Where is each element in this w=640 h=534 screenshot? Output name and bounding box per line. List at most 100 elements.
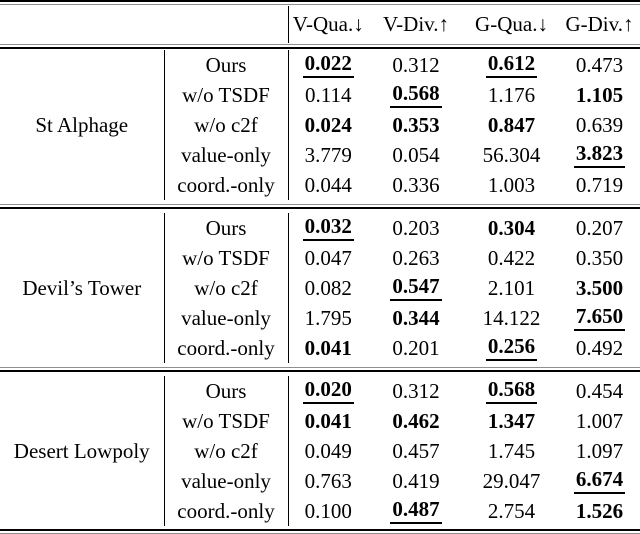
metric-number: 0.639 bbox=[575, 112, 624, 137]
method-text: Ours bbox=[205, 52, 247, 77]
method-text: coord.-only bbox=[177, 498, 275, 523]
horizontal-rule bbox=[0, 526, 640, 534]
method-text: Ours bbox=[205, 378, 247, 403]
metric-value: 14.122 bbox=[464, 303, 559, 333]
metric-value: 0.020 bbox=[288, 376, 368, 406]
method-text: coord.-only bbox=[177, 335, 275, 360]
table-row: St Alphage Ours 0.022 0.312 0.612 0.473 bbox=[0, 50, 640, 135]
method-text: w/o c2f bbox=[194, 275, 258, 300]
thin-rule-line bbox=[0, 204, 640, 205]
metric-number: 0.114 bbox=[305, 82, 352, 107]
method-text: value-only bbox=[181, 305, 271, 330]
metric-value: 0.492 bbox=[559, 333, 640, 363]
metric-value: 1.795 bbox=[288, 303, 368, 333]
metric-value: 0.847 bbox=[464, 110, 559, 140]
method-text: w/o TSDF bbox=[182, 408, 270, 433]
method-label: Ours bbox=[163, 376, 289, 406]
metric-number: 0.763 bbox=[304, 468, 352, 493]
metric-number: 0.473 bbox=[575, 52, 624, 77]
metric-value: 0.568 bbox=[368, 80, 464, 110]
thick-rule-line bbox=[0, 47, 640, 49]
metric-number: 3.823 bbox=[573, 142, 626, 168]
metric-number: 0.047 bbox=[304, 245, 352, 270]
metric-number: 0.462 bbox=[392, 408, 440, 433]
metric-value: 0.207 bbox=[559, 213, 640, 243]
metric-number: 0.568 bbox=[485, 378, 538, 404]
metric-value: 0.568 bbox=[464, 376, 559, 406]
table-row: w/o c2f 0.049 0.457 1.745 1.097 bbox=[0, 436, 640, 466]
rule-cell bbox=[0, 0, 640, 6]
metric-value: 0.041 bbox=[288, 406, 368, 436]
metric-value: 3.779 bbox=[288, 140, 368, 170]
metric-value: 0.312 bbox=[368, 376, 464, 406]
metric-value: 0.350 bbox=[559, 243, 640, 273]
metric-number: 0.847 bbox=[487, 112, 536, 137]
table-row: Desert Lowpoly Ours 0.020 0.312 0.568 0.454 bbox=[0, 376, 640, 461]
metric-value: 0.612 bbox=[464, 50, 559, 80]
corner-cell bbox=[0, 6, 288, 43]
metric-value: 0.041 bbox=[288, 333, 368, 363]
column-header: G-Div.↑ bbox=[565, 12, 634, 36]
metric-value: 0.473 bbox=[559, 50, 640, 80]
method-label: w/o c2f bbox=[163, 273, 289, 303]
metric-value: 1.097 bbox=[559, 436, 640, 466]
metric-value: 3.823 bbox=[559, 140, 640, 170]
metric-value: 0.304 bbox=[464, 213, 559, 243]
metric-number: 0.201 bbox=[392, 335, 440, 360]
metric-value: 0.454 bbox=[559, 376, 640, 406]
scene-label: Desert Lowpoly bbox=[13, 438, 150, 463]
metric-value: 29.047 bbox=[464, 466, 559, 496]
metric-number: 1.003 bbox=[487, 172, 536, 197]
table-row: value-only 1.795 0.344 14.122 7.650 bbox=[0, 303, 640, 333]
metric-value: 1.745 bbox=[464, 436, 559, 466]
method-label: w/o TSDF bbox=[163, 80, 289, 110]
table-row: w/o TSDF 0.114 0.568 1.176 1.105 bbox=[0, 80, 640, 110]
table-row: coord.-only 0.041 0.201 0.256 0.492 bbox=[0, 333, 640, 363]
metric-number: 29.047 bbox=[482, 468, 541, 493]
metric-number: 1.745 bbox=[487, 438, 536, 463]
method-text: coord.-only bbox=[177, 172, 275, 197]
rule-cell bbox=[0, 526, 640, 534]
thin-rule-line bbox=[0, 4, 640, 5]
metric-number: 0.344 bbox=[392, 305, 440, 330]
metric-value: 1.007 bbox=[559, 406, 640, 436]
metric-number: 1.097 bbox=[575, 438, 624, 463]
metric-value: 0.203 bbox=[368, 213, 464, 243]
metric-value: 7.650 bbox=[559, 303, 640, 333]
horizontal-rule bbox=[0, 363, 640, 376]
metric-number: 0.457 bbox=[392, 438, 440, 463]
metric-value: 0.547 bbox=[368, 273, 464, 303]
horizontal-rule bbox=[0, 0, 640, 6]
method-label: Ours bbox=[163, 213, 289, 243]
thin-rule-line bbox=[0, 44, 640, 45]
metric-number: 1.526 bbox=[575, 498, 624, 523]
table-row: w/o c2f 0.024 0.353 0.847 0.639 bbox=[0, 110, 640, 140]
metric-value: 0.344 bbox=[368, 303, 464, 333]
metric-number: 0.049 bbox=[304, 438, 352, 463]
metric-value: 0.054 bbox=[368, 140, 464, 170]
metric-number: 0.492 bbox=[575, 335, 624, 360]
thin-rule-line bbox=[0, 367, 640, 368]
metric-number: 0.454 bbox=[575, 378, 624, 403]
method-label: value-only bbox=[163, 466, 289, 496]
metric-number: 1.795 bbox=[304, 305, 352, 330]
thick-rule-line bbox=[0, 207, 640, 209]
thick-rule-line bbox=[0, 370, 640, 372]
method-text: value-only bbox=[181, 142, 271, 167]
metric-value: 0.049 bbox=[288, 436, 368, 466]
metric-value: 0.312 bbox=[368, 50, 464, 80]
metric-value: 0.763 bbox=[288, 466, 368, 496]
metric-number: 1.347 bbox=[487, 408, 536, 433]
metric-value: 0.462 bbox=[368, 406, 464, 436]
metric-number: 0.041 bbox=[304, 335, 352, 360]
metric-number: 0.041 bbox=[304, 408, 352, 433]
metric-value: 0.336 bbox=[368, 170, 464, 200]
metric-number: 0.719 bbox=[575, 172, 624, 197]
rule-cell bbox=[0, 363, 640, 376]
method-label: w/o c2f bbox=[163, 110, 289, 140]
metric-number: 14.122 bbox=[482, 305, 541, 330]
rule-cell bbox=[0, 200, 640, 213]
method-text: value-only bbox=[181, 468, 271, 493]
table-row: value-only 3.779 0.054 56.304 3.823 bbox=[0, 140, 640, 170]
metric-value: 0.032 bbox=[288, 213, 368, 243]
